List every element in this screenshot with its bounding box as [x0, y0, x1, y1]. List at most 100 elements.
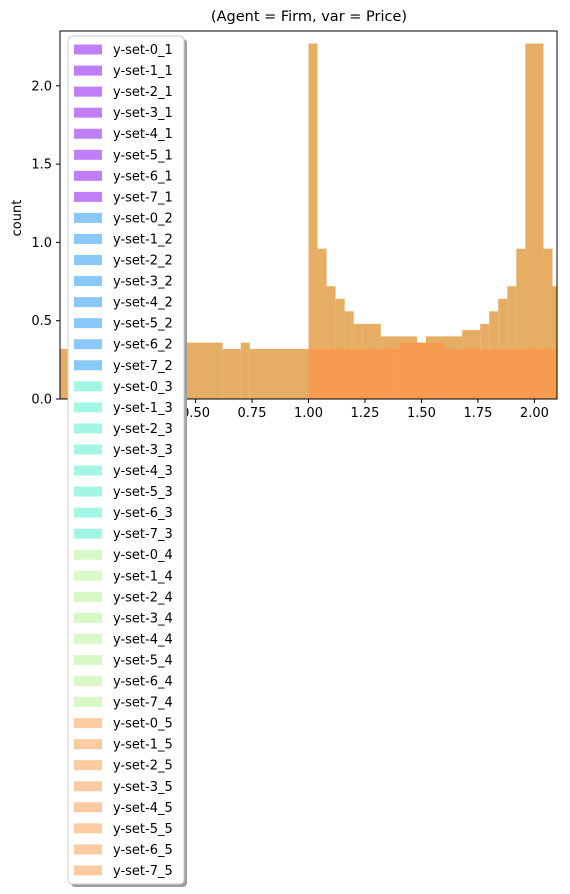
histogram-bar	[444, 348, 557, 399]
legend-item-label: y-set-3_3	[113, 443, 173, 458]
y-tick-label: 0.0	[31, 393, 52, 408]
histogram-bar	[317, 248, 327, 399]
legend-item-label: y-set-3_1	[113, 106, 173, 121]
histogram-bar	[516, 248, 526, 399]
legend-item-label: y-set-7_1	[113, 190, 173, 205]
legend-item-label: y-set-6_1	[113, 169, 173, 184]
legend-item-label: y-set-1_1	[113, 64, 173, 79]
legend-item-label: y-set-1_4	[113, 569, 173, 584]
legend-swatch	[74, 844, 102, 855]
legend-item-label: y-set-1_3	[113, 401, 173, 416]
legend-swatch	[74, 676, 102, 687]
legend-swatch	[74, 760, 102, 771]
legend-item-label: y-set-5_2	[113, 317, 173, 332]
legend-swatch	[74, 212, 102, 223]
legend-swatch	[74, 86, 102, 97]
legend: y-set-0_1 y-set-1_1 y-set-2_1 y-set-3_1 y-se…	[67, 35, 187, 887]
legend-swatch	[74, 128, 102, 139]
ticks-layer: 0.50 0.75 1.00 1.25 1.50 1.75 2.00 0.0 0.5 1.0 1.5…	[31, 79, 549, 421]
histogram-bar	[498, 298, 508, 399]
y-tick-label: 2.0	[31, 79, 52, 94]
chart-title: (Agent = Firm, var = Price)	[211, 9, 407, 25]
legend-item-label: y-set-5_1	[113, 148, 173, 163]
legend-swatch	[74, 465, 102, 476]
legend-swatch	[74, 255, 102, 266]
x-tick-label: 1.75	[463, 406, 492, 421]
legend-item-label: y-set-6_3	[113, 506, 173, 521]
x-tick-label: 1.00	[294, 406, 323, 421]
y-tick-label: 1.5	[31, 158, 52, 173]
legend-swatch	[74, 360, 102, 371]
legend-swatch	[74, 865, 102, 876]
legend-swatch	[74, 233, 102, 244]
x-tick-label: 1.25	[351, 406, 380, 421]
legend-swatch	[74, 402, 102, 413]
bars-layer	[60, 43, 557, 400]
y-tick-label: 1.0	[31, 236, 52, 251]
legend-item-label: y-set-3_4	[113, 611, 173, 626]
legend-item-label: y-set-5_3	[113, 485, 173, 500]
histogram-bar	[543, 248, 553, 399]
legend-swatch	[74, 507, 102, 518]
legend-item-label: y-set-7_4	[113, 696, 173, 711]
histogram-bar	[525, 43, 544, 400]
legend-item-label: y-set-5_4	[113, 653, 173, 668]
histogram-bar	[552, 286, 557, 399]
x-tick-label: 0.75	[238, 406, 267, 421]
legend-swatch	[74, 297, 102, 308]
legend-swatch	[74, 486, 102, 497]
legend-swatch	[74, 381, 102, 392]
legend-item-label: y-set-6_2	[113, 338, 173, 353]
legend-item-label: y-set-2_2	[113, 254, 173, 269]
legend-item-label: y-set-6_4	[113, 675, 173, 690]
legend-swatch	[74, 739, 102, 750]
legend-swatch	[74, 528, 102, 539]
legend-item-label: y-set-3_2	[113, 275, 173, 290]
x-tick-label: 2.00	[520, 406, 549, 421]
legend-item-label: y-set-4_3	[113, 464, 173, 479]
legend-item-label: y-set-0_4	[113, 548, 173, 563]
legend-item-label: y-set-4_4	[113, 632, 173, 647]
legend-swatch	[74, 65, 102, 76]
histogram-bar	[222, 348, 241, 399]
legend-item-label: y-set-3_5	[113, 780, 173, 795]
legend-item-label: y-set-2_1	[113, 85, 173, 100]
legend-swatch	[74, 44, 102, 55]
legend-swatch	[74, 718, 102, 729]
legend-item-label: y-set-7_2	[113, 359, 173, 374]
legend-item-label: y-set-4_1	[113, 127, 173, 142]
histogram-bar	[507, 286, 517, 399]
legend-item-label: y-set-7_3	[113, 527, 173, 542]
legend-swatch	[74, 107, 102, 118]
legend-frame	[67, 35, 185, 885]
legend-item-label: y-set-7_5	[113, 864, 173, 879]
legend-item-label: y-set-0_2	[113, 211, 173, 226]
legend-swatch	[74, 276, 102, 287]
legend-item-label: y-set-1_5	[113, 738, 173, 753]
histogram-bar	[335, 298, 345, 399]
legend-swatch	[74, 549, 102, 560]
legend-item-label: y-set-6_5	[113, 843, 173, 858]
legend-item-label: y-set-2_5	[113, 759, 173, 774]
legend-swatch	[74, 654, 102, 665]
legend-swatch	[74, 823, 102, 834]
legend-swatch	[74, 423, 102, 434]
histogram-bar	[186, 342, 223, 399]
legend-swatch	[74, 697, 102, 708]
legend-item-label: y-set-4_2	[113, 296, 173, 311]
legend-swatch	[74, 444, 102, 455]
legend-item-label: y-set-2_3	[113, 422, 173, 437]
legend-swatch	[74, 802, 102, 813]
legend-swatch	[74, 149, 102, 160]
legend-swatch	[74, 612, 102, 623]
legend-swatch	[74, 781, 102, 792]
legend-item-label: y-set-5_5	[113, 822, 173, 837]
legend-item-label: y-set-0_1	[113, 43, 173, 58]
legend-swatch	[74, 570, 102, 581]
legend-swatch	[74, 633, 102, 644]
histogram-bar	[398, 342, 445, 399]
legend-swatch	[74, 191, 102, 202]
y-tick-label: 0.5	[31, 314, 52, 329]
legend-item-label: y-set-1_2	[113, 232, 173, 247]
